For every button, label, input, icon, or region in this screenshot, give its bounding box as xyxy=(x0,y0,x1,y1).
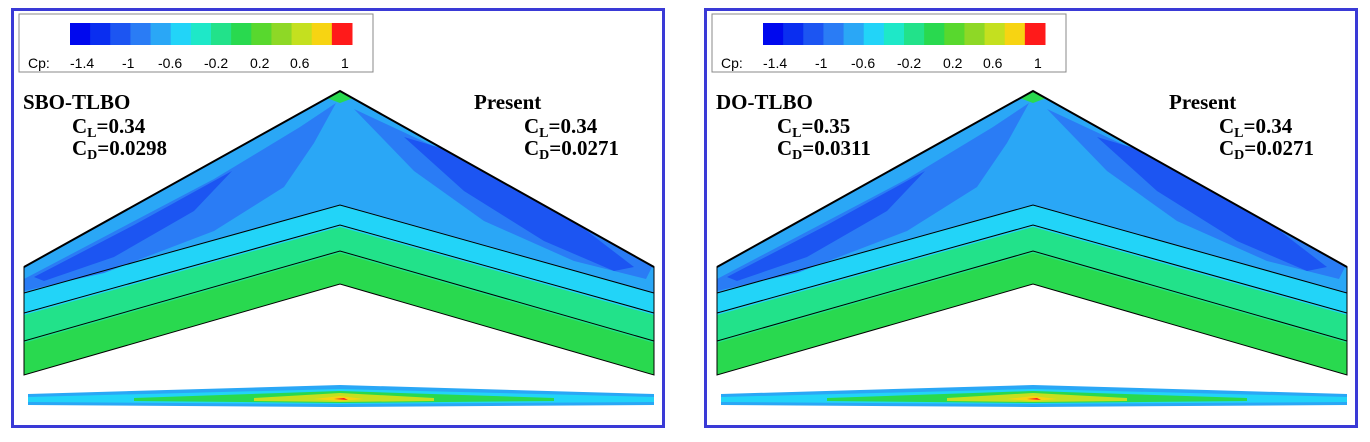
colorbar-swatch xyxy=(190,23,212,45)
colorbar-swatch xyxy=(231,23,252,45)
colorbar-ticks: -1.4 -1 -0.6 -0.2 0.2 0.6 1 xyxy=(719,55,1079,73)
colorbar-tick: -1.4 xyxy=(763,55,788,71)
colorbar-swatch xyxy=(843,23,865,45)
colorbar-ticks: -1.4 -1 -0.6 -0.2 0.2 0.6 1 xyxy=(26,55,386,73)
colorbar-swatch xyxy=(211,23,232,45)
colorbar xyxy=(18,13,374,73)
colorbar-tick: -0.2 xyxy=(897,55,922,71)
present-cl: CL=0.34 xyxy=(1219,114,1293,141)
colorbar-tick: -1 xyxy=(122,55,135,71)
colorbar-swatch xyxy=(271,23,293,45)
colorbar-swatch xyxy=(251,23,272,45)
colorbar-swatch xyxy=(904,23,925,45)
wing-contour-plot xyxy=(18,13,655,407)
wing-side-view xyxy=(28,385,654,407)
present-cd: CD=0.0271 xyxy=(1219,136,1315,163)
present-cl: CL=0.34 xyxy=(524,114,598,141)
method-cd: CD=0.0298 xyxy=(72,136,168,163)
colorbar-swatch xyxy=(783,23,804,45)
colorbar-swatch xyxy=(984,23,1006,45)
colorbar-swatch xyxy=(170,23,192,45)
colorbar-tick: 0.2 xyxy=(943,55,963,71)
colorbar-tick: -0.6 xyxy=(158,55,183,71)
colorbar-swatch xyxy=(90,23,111,45)
colorbar-tick: -1.4 xyxy=(70,55,95,71)
method-cl: CL=0.35 xyxy=(777,114,851,141)
colorbar-swatch xyxy=(70,23,91,45)
method-cl: CL=0.34 xyxy=(72,114,146,141)
colorbar-swatch xyxy=(130,23,152,45)
colorbar-swatch xyxy=(863,23,885,45)
colorbar-tick: 0.2 xyxy=(250,55,270,71)
colorbar-swatch xyxy=(1024,23,1046,45)
colorbar-swatch xyxy=(311,23,333,45)
colorbar-tick: 1 xyxy=(341,55,349,71)
colorbar-swatch xyxy=(924,23,945,45)
colorbar-tick: -0.2 xyxy=(204,55,229,71)
method-label: SBO-TLBO xyxy=(23,90,131,114)
colorbar-swatch xyxy=(964,23,986,45)
colorbar-label: Cp: xyxy=(28,55,50,71)
colorbar-swatch xyxy=(883,23,905,45)
colorbar-swatch xyxy=(291,23,313,45)
colorbar xyxy=(711,13,1067,73)
colorbar-swatch xyxy=(803,23,824,45)
colorbar-tick: 0.6 xyxy=(290,55,310,71)
method-cd: CD=0.0311 xyxy=(777,136,871,163)
colorbar-swatch xyxy=(331,23,353,45)
colorbar-swatch xyxy=(1004,23,1026,45)
colorbar-swatch xyxy=(150,23,172,45)
colorbar-swatch xyxy=(110,23,131,45)
colorbar-tick: -0.6 xyxy=(851,55,876,71)
colorbar-label: Cp: xyxy=(721,55,743,71)
colorbar-tick: 1 xyxy=(1034,55,1042,71)
wing-side-view xyxy=(721,385,1347,407)
present-label: Present xyxy=(474,90,542,114)
method-label: DO-TLBO xyxy=(716,90,813,114)
contour-panel-right: Cp: -1.4 -1 -0.6 -0.2 0.2 0.6 1 DO-TLBO … xyxy=(704,8,1358,428)
present-label: Present xyxy=(1169,90,1237,114)
contour-panel-left: Cp: -1.4 -1 -0.6 -0.2 0.2 0.6 1 SBO-TLBO… xyxy=(11,8,665,428)
colorbar-tick: -1 xyxy=(815,55,828,71)
colorbar-swatch xyxy=(763,23,784,45)
colorbar-swatch xyxy=(823,23,845,45)
present-cd: CD=0.0271 xyxy=(524,136,620,163)
colorbar-tick: 0.6 xyxy=(983,55,1003,71)
wing-contour-plot xyxy=(711,13,1348,407)
colorbar-swatch xyxy=(944,23,965,45)
